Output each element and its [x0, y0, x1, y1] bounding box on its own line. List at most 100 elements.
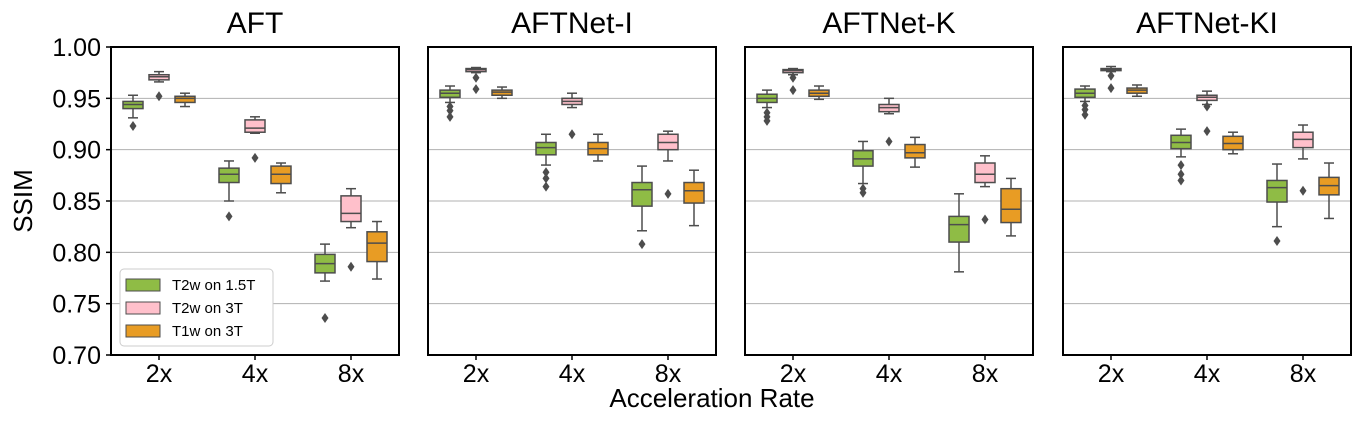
- box-2x-series-2: [1100, 65, 1122, 94]
- box-iqr: [631, 181, 653, 207]
- box-8x-series-2: [974, 155, 996, 225]
- box-4x-series-3: [904, 136, 926, 168]
- outlier-point: [1203, 101, 1211, 112]
- outlier-point: [446, 105, 454, 116]
- y-tick-label: 0.85: [52, 188, 101, 216]
- box-8x-series-2: [1292, 124, 1314, 196]
- outlier-point: [1081, 104, 1089, 115]
- box-8x-series-3: [683, 169, 705, 227]
- panel-3: AFTNet-K 2x 4x 8x: [744, 7, 1034, 388]
- outlier-point: [664, 188, 672, 199]
- x-tick-label: 2x: [463, 360, 490, 388]
- box-8x-series-1: [1266, 163, 1288, 247]
- legend-label: T2w on 1.5T: [172, 277, 255, 294]
- panel-title: AFTNet-K: [822, 7, 955, 40]
- y-axis-label: SSIM: [8, 169, 38, 233]
- x-tick-label: 4x: [242, 360, 269, 388]
- outlier-point: [1299, 185, 1307, 196]
- box-4x-series-2: [878, 97, 900, 147]
- box-8x-series-3: [1000, 177, 1022, 237]
- outlier-point: [568, 129, 576, 140]
- box-2x-series-1: [122, 94, 144, 132]
- panels-group: AFT 2x 4x 8x 0.70 0.75 0.80 0.85 0.90 0.95 1.00 T2w…: [52, 7, 1352, 388]
- box-2x-series-3: [491, 86, 513, 100]
- panel-title: AFT: [227, 7, 284, 40]
- x-axis-label: Acceleration Rate: [609, 383, 814, 413]
- panel-title: AFTNet-I: [511, 7, 633, 40]
- panel-2: AFTNet-I 2x 4x 8x: [427, 7, 717, 388]
- box-4x-series-1: [1170, 128, 1192, 186]
- outlier-point: [251, 152, 259, 163]
- outlier-point: [321, 313, 329, 324]
- box-4x-series-1: [852, 140, 874, 198]
- box-iqr: [948, 215, 970, 243]
- box-8x-series-2: [657, 130, 679, 199]
- box-iqr: [218, 167, 240, 184]
- legend-label: T1w on 3T: [172, 323, 243, 340]
- y-tick-label: 0.75: [52, 291, 101, 319]
- outlier-point: [638, 239, 646, 250]
- y-tick-label: 1.00: [52, 34, 101, 62]
- outlier-point: [1177, 160, 1185, 171]
- outlier-point: [347, 261, 355, 272]
- box-8x-series-1: [948, 193, 970, 273]
- outlier-point: [542, 173, 550, 184]
- panel-title: AFTNet-KI: [1136, 7, 1278, 40]
- box-iqr: [340, 195, 362, 223]
- outlier-point: [763, 115, 771, 126]
- box-4x-series-3: [1222, 131, 1244, 155]
- box-2x-series-2: [782, 67, 804, 96]
- x-tick-label: 2x: [780, 360, 807, 388]
- box-2x-series-3: [1126, 84, 1148, 98]
- outlier-point: [885, 136, 893, 147]
- box-4x-series-2: [561, 92, 583, 140]
- box-iqr: [1000, 187, 1022, 224]
- x-tick-label: 4x: [1194, 360, 1221, 388]
- x-tick-label: 4x: [876, 360, 903, 388]
- outlier-point: [542, 167, 550, 178]
- outlier-point: [789, 72, 797, 83]
- box-2x-series-3: [808, 85, 830, 101]
- outlier-point: [225, 211, 233, 222]
- outlier-point: [1177, 169, 1185, 180]
- box-4x-series-1: [218, 160, 240, 222]
- box-4x-series-1: [535, 133, 557, 192]
- box-2x-series-1: [1074, 85, 1096, 120]
- legend-swatch: [125, 301, 161, 315]
- box-2x-series-1: [439, 85, 461, 122]
- box-8x-series-2: [340, 187, 362, 272]
- box-2x-series-3: [174, 92, 196, 108]
- box-iqr: [244, 119, 266, 133]
- box-8x-series-3: [366, 220, 388, 280]
- panel-1: AFT 2x 4x 8x 0.70 0.75 0.80 0.85 0.90 0.95 1.00 T2w…: [52, 7, 400, 388]
- box-2x-series-1: [756, 89, 778, 126]
- outlier-point: [1273, 236, 1281, 247]
- x-tick-label: 8x: [338, 360, 365, 388]
- x-tick-label: 8x: [1290, 360, 1317, 388]
- box-4x-series-3: [587, 133, 609, 162]
- y-tick-label: 0.70: [52, 342, 101, 370]
- outlier-point: [859, 187, 867, 198]
- box-iqr: [683, 181, 705, 204]
- outlier-point: [1107, 70, 1115, 81]
- box-iqr: [974, 162, 996, 184]
- outlier-point: [789, 85, 797, 96]
- box-4x-series-2: [1196, 90, 1218, 137]
- legend-label: T2w on 3T: [172, 300, 243, 317]
- box-iqr: [1266, 179, 1288, 203]
- outlier-point: [981, 214, 989, 225]
- legend-swatch: [125, 278, 161, 292]
- x-tick-label: 8x: [655, 360, 682, 388]
- outlier-point: [129, 121, 137, 132]
- box-4x-series-2: [244, 116, 266, 163]
- outlier-point: [1107, 83, 1115, 94]
- legend-swatch: [125, 324, 161, 338]
- outlier-point: [1177, 175, 1185, 186]
- box-iqr: [174, 95, 196, 104]
- y-tick-label: 0.90: [52, 137, 101, 165]
- box-8x-series-1: [631, 165, 653, 250]
- box-iqr: [904, 143, 926, 159]
- x-tick-label: 8x: [972, 360, 999, 388]
- box-iqr: [366, 231, 388, 263]
